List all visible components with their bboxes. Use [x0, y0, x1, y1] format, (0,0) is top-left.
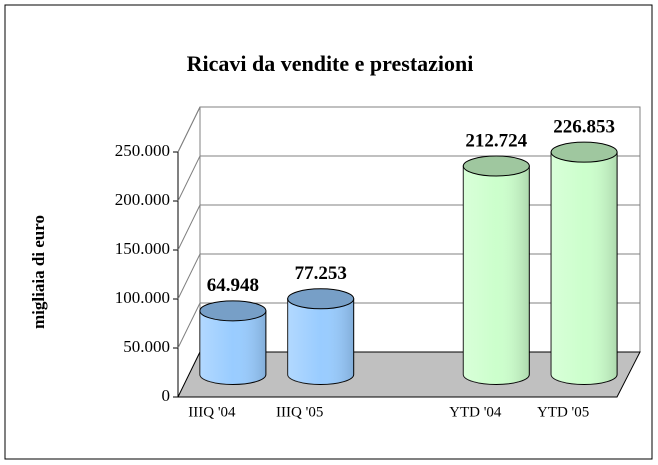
y-tick-label: 50.000	[123, 337, 170, 356]
bar-shade	[463, 166, 530, 385]
y-tick-label: 0	[162, 386, 171, 405]
value-label: 212.724	[465, 130, 527, 151]
grid-line	[177, 106, 201, 153]
value-label: 226.853	[553, 117, 615, 138]
bar-top	[550, 141, 618, 163]
grid-line	[177, 155, 201, 202]
y-tick-label: 100.000	[115, 288, 170, 307]
bar-shade	[551, 152, 618, 385]
x-tick-label: YTD '04	[449, 404, 502, 420]
bar-shade	[199, 310, 266, 385]
grid-line	[177, 204, 201, 251]
grid-line	[177, 253, 201, 300]
bar-top	[199, 300, 267, 322]
y-tick-label: 150.000	[115, 239, 170, 258]
bar-top	[287, 288, 355, 310]
bar-top	[462, 155, 530, 177]
value-label: 64.948	[207, 275, 259, 296]
left-wall	[177, 106, 201, 398]
y-axis-label: migliaia di euro	[29, 215, 48, 329]
grid-line	[177, 302, 201, 349]
x-tick-label: IIIQ '04	[188, 404, 236, 420]
x-tick-label: YTD '05	[537, 404, 589, 420]
chart-title: Ricavi da vendite e prestazioni	[187, 51, 474, 76]
x-tick-label: IIIQ '05	[276, 404, 323, 420]
bar-shade	[287, 298, 354, 385]
value-label: 77.253	[295, 263, 347, 284]
y-tick-label: 250.000	[115, 141, 170, 160]
y-tick-label: 200.000	[115, 190, 170, 209]
